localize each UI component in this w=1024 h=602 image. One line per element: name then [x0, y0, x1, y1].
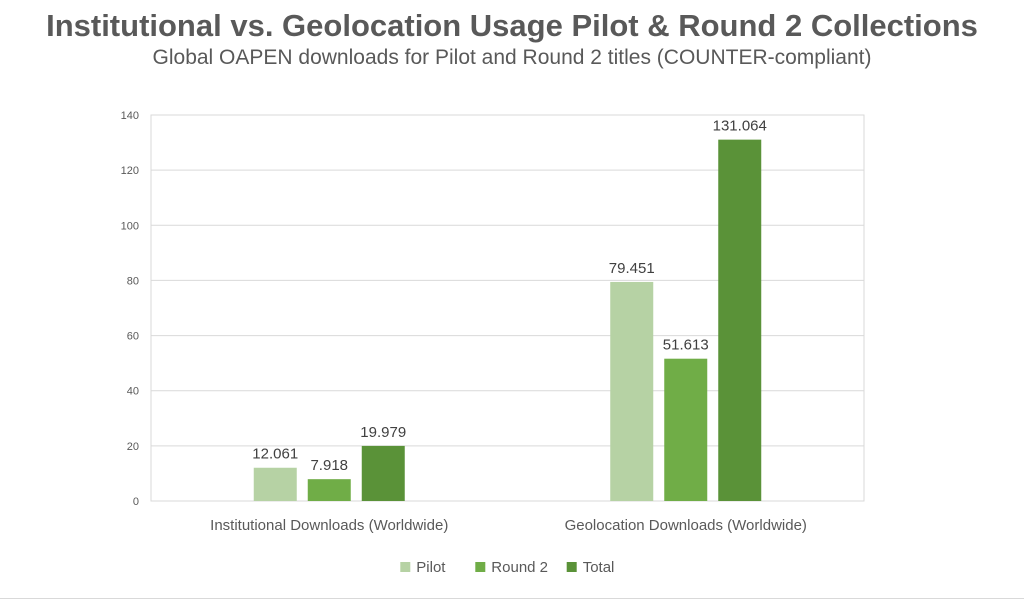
legend-swatch — [566, 562, 577, 572]
data-label: 131.064 — [713, 118, 767, 135]
chart-subtitle: Global OAPEN downloads for Pilot and Rou… — [152, 46, 872, 69]
y-tick-label: 140 — [121, 110, 139, 122]
y-tick-label: 80 — [127, 275, 139, 287]
data-label: 19.979 — [360, 424, 406, 441]
y-tick-label: 120 — [121, 165, 139, 177]
bar — [610, 281, 654, 501]
footer-divider — [0, 598, 1024, 599]
legend-label: Total — [583, 559, 615, 576]
legend-swatch — [475, 562, 486, 572]
bar — [718, 139, 762, 502]
legend-swatch — [400, 562, 411, 572]
y-tick-label: 40 — [127, 386, 139, 398]
y-tick-label: 0 — [133, 496, 139, 508]
legend-label: Pilot — [416, 559, 446, 576]
plot-area-border — [150, 114, 865, 502]
bar — [307, 479, 351, 501]
legend-label: Round 2 — [491, 559, 548, 576]
bar — [253, 467, 297, 501]
x-category-label: Institutional Downloads (Worldwide) — [210, 517, 448, 534]
x-category-label: Geolocation Downloads (Worldwide) — [565, 517, 807, 534]
data-label: 79.451 — [609, 260, 655, 277]
y-tick-label: 100 — [121, 220, 139, 232]
data-label: 51.613 — [663, 337, 709, 354]
y-tick-label: 20 — [127, 441, 139, 453]
chart-title: Institutional vs. Geolocation Usage Pilo… — [46, 8, 978, 43]
data-label: 7.918 — [310, 457, 348, 474]
data-label: 12.061 — [252, 446, 298, 463]
bar — [664, 358, 708, 501]
bar — [361, 445, 405, 501]
y-tick-label: 60 — [127, 331, 139, 343]
